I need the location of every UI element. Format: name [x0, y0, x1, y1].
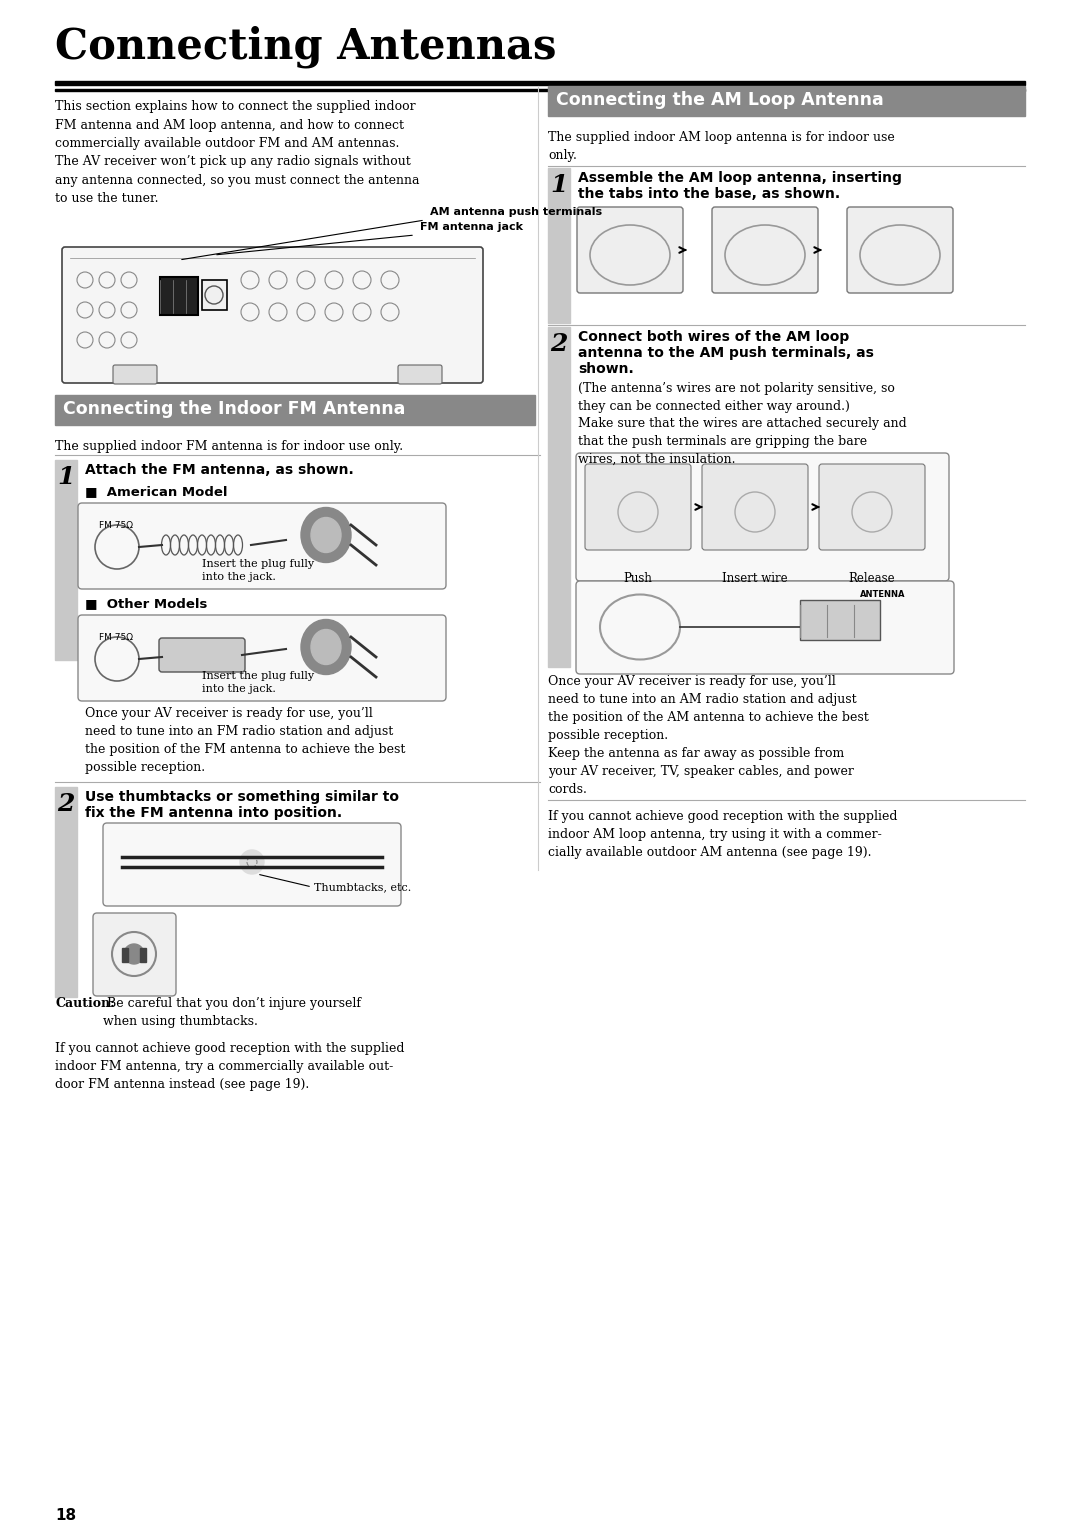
FancyBboxPatch shape: [62, 248, 483, 384]
Text: If you cannot achieve good reception with the supplied
indoor AM loop antenna, t: If you cannot achieve good reception wit…: [548, 810, 897, 859]
Bar: [202, 280, 227, 310]
Text: Assemble the AM loop antenna, inserting
the tabs into the base, as shown.: Assemble the AM loop antenna, inserting …: [578, 171, 902, 202]
Bar: [140, 947, 146, 963]
Text: Connecting Antennas: Connecting Antennas: [55, 26, 556, 69]
Text: ANTENNA: ANTENNA: [860, 590, 905, 599]
FancyBboxPatch shape: [78, 614, 446, 701]
Bar: [55, 81, 1025, 86]
Bar: [800, 601, 880, 640]
FancyBboxPatch shape: [399, 365, 442, 384]
FancyBboxPatch shape: [78, 503, 446, 588]
Circle shape: [240, 850, 264, 874]
Text: Connecting the AM Loop Antenna: Connecting the AM Loop Antenna: [556, 92, 883, 108]
Bar: [55, 396, 535, 425]
Text: (The antenna’s wires are not polarity sensitive, so
they can be connected either: (The antenna’s wires are not polarity se…: [578, 382, 895, 413]
FancyBboxPatch shape: [159, 639, 245, 672]
Ellipse shape: [301, 507, 351, 562]
Text: AM antenna push terminals: AM antenna push terminals: [430, 206, 603, 217]
FancyBboxPatch shape: [702, 465, 808, 550]
Text: FM antenna jack: FM antenna jack: [420, 222, 523, 232]
Text: Release: Release: [849, 571, 895, 585]
Text: ■  American Model: ■ American Model: [85, 484, 228, 498]
Text: 1: 1: [551, 173, 568, 197]
Ellipse shape: [301, 619, 351, 674]
Bar: [55, 89, 1025, 92]
FancyBboxPatch shape: [576, 452, 949, 581]
Text: FM 75Ω: FM 75Ω: [99, 521, 133, 530]
FancyBboxPatch shape: [576, 581, 954, 674]
Text: Thumbtacks, etc.: Thumbtacks, etc.: [314, 882, 411, 892]
Text: Caution:: Caution:: [55, 996, 114, 1010]
Text: The supplied indoor AM loop antenna is for indoor use
only.: The supplied indoor AM loop antenna is f…: [548, 131, 894, 162]
FancyBboxPatch shape: [585, 465, 691, 550]
FancyBboxPatch shape: [113, 365, 157, 384]
Bar: [548, 327, 570, 668]
Text: Use thumbtacks or something similar to
fix the FM antenna into position.: Use thumbtacks or something similar to f…: [85, 790, 399, 821]
FancyBboxPatch shape: [93, 914, 176, 996]
Ellipse shape: [311, 518, 341, 553]
Text: Push: Push: [623, 571, 652, 585]
Bar: [160, 277, 198, 315]
Text: 18: 18: [55, 1508, 76, 1523]
Text: Be careful that you don’t injure yourself
when using thumbtacks.: Be careful that you don’t injure yoursel…: [103, 996, 361, 1028]
Text: Attach the FM antenna, as shown.: Attach the FM antenna, as shown.: [85, 463, 354, 477]
Text: This section explains how to connect the supplied indoor
FM antenna and AM loop : This section explains how to connect the…: [55, 99, 419, 205]
Bar: [122, 947, 129, 963]
Text: Make sure that the wires are attached securely and
that the push terminals are g: Make sure that the wires are attached se…: [578, 417, 907, 466]
Text: The supplied indoor FM antenna is for indoor use only.: The supplied indoor FM antenna is for in…: [55, 440, 403, 452]
Text: Connecting the Indoor FM Antenna: Connecting the Indoor FM Antenna: [63, 400, 405, 419]
FancyBboxPatch shape: [819, 465, 924, 550]
Text: Insert the plug fully
into the jack.: Insert the plug fully into the jack.: [202, 671, 314, 694]
Text: Once your AV receiver is ready for use, you’ll
need to tune into an AM radio sta: Once your AV receiver is ready for use, …: [548, 675, 868, 796]
Text: Insert the plug fully
into the jack.: Insert the plug fully into the jack.: [202, 559, 314, 582]
FancyBboxPatch shape: [103, 824, 401, 906]
Text: ■  Other Models: ■ Other Models: [85, 597, 207, 610]
Bar: [55, 460, 77, 660]
Text: Once your AV receiver is ready for use, you’ll
need to tune into an FM radio sta: Once your AV receiver is ready for use, …: [85, 707, 405, 775]
Bar: [55, 787, 77, 996]
FancyBboxPatch shape: [847, 206, 953, 293]
Text: If you cannot achieve good reception with the supplied
indoor FM antenna, try a : If you cannot achieve good reception wit…: [55, 1042, 405, 1091]
Text: Connect both wires of the AM loop
antenna to the AM push terminals, as
shown.: Connect both wires of the AM loop antenn…: [578, 330, 874, 376]
Text: 1: 1: [57, 465, 75, 489]
Bar: [548, 168, 570, 322]
Text: 2: 2: [551, 332, 568, 356]
Text: FM 75Ω: FM 75Ω: [99, 633, 133, 642]
Ellipse shape: [311, 630, 341, 665]
FancyBboxPatch shape: [577, 206, 683, 293]
Text: Insert wire: Insert wire: [723, 571, 787, 585]
Circle shape: [124, 944, 144, 964]
FancyBboxPatch shape: [712, 206, 818, 293]
Bar: [548, 86, 1025, 116]
Text: 2: 2: [57, 792, 75, 816]
